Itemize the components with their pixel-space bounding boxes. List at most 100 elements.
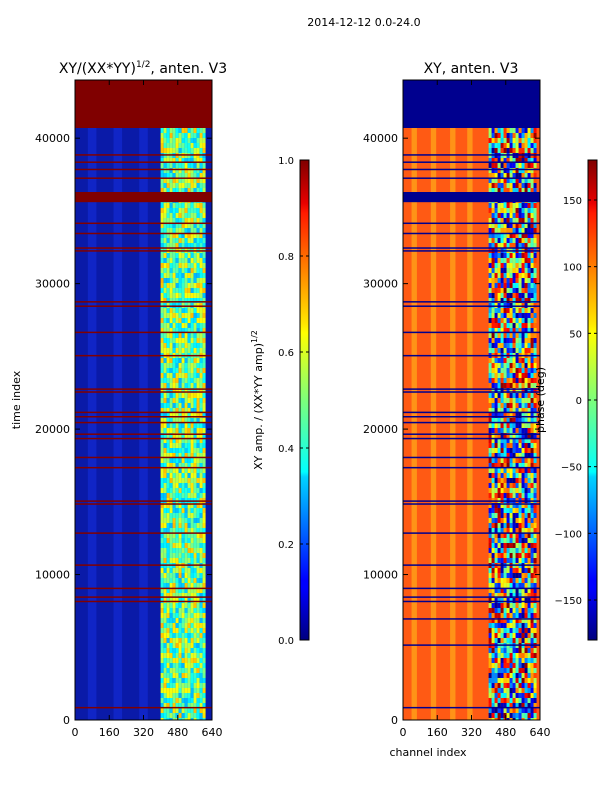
heatmap-cell: [199, 173, 203, 178]
heatmap-cell: [163, 263, 167, 268]
heatmap-cell: [199, 443, 203, 448]
heatmap-cell: [202, 308, 206, 313]
heatmap-cell: [166, 678, 170, 683]
heatmap-cell: [187, 613, 191, 618]
heatmap-cell: [509, 413, 513, 418]
heatmap-cell: [512, 678, 516, 683]
heatmap-cell: [199, 403, 203, 408]
heatmap-cell: [172, 578, 176, 583]
heatmap-cell: [506, 138, 510, 143]
heatmap-cell: [521, 238, 525, 243]
heatmap-cell: [181, 553, 185, 558]
heatmap-cell: [494, 618, 498, 623]
heatmap-cell: [527, 288, 531, 293]
heatmap-cell: [503, 293, 507, 298]
heatmap-cell: [202, 253, 206, 258]
heatmap-cell: [181, 268, 185, 273]
heatmap-cell: [530, 223, 534, 228]
heatmap-cell: [199, 468, 203, 473]
heatmap-cell: [494, 453, 498, 458]
heatmap-cell: [488, 638, 492, 643]
heatmap-cell: [187, 243, 191, 248]
heatmap-cell: [163, 603, 167, 608]
heatmap-cell: [184, 513, 188, 518]
heatmap-cell: [518, 718, 522, 720]
heatmap-cell: [181, 223, 185, 228]
heatmap-cell: [160, 323, 164, 328]
heatmap-cell: [199, 163, 203, 168]
heatmap-cell: [190, 573, 194, 578]
heatmap-cell: [527, 458, 531, 463]
heatmap-cell: [494, 463, 498, 468]
heatmap-cell: [181, 673, 185, 678]
heatmap-cell: [530, 163, 534, 168]
heatmap-cell: [506, 418, 510, 423]
heatmap-cell: [175, 483, 179, 488]
heatmap-cell: [533, 203, 537, 208]
heatmap-cell: [166, 538, 170, 543]
flagged-time-line: [75, 437, 212, 440]
heatmap-cell: [533, 708, 537, 713]
heatmap-cell: [524, 628, 528, 633]
heatmap-cell: [181, 128, 185, 133]
amplitude-colorbar: 0.00.20.40.60.81.0 XY amp. / (XX*YY amp)…: [250, 156, 310, 647]
heatmap-cell: [169, 578, 173, 583]
heatmap-cell: [178, 448, 182, 453]
heatmap-cell: [178, 638, 182, 643]
heatmap-cell: [491, 718, 495, 720]
heatmap-cell: [166, 453, 170, 458]
heatmap-cell: [193, 693, 197, 698]
heatmap-cell: [497, 473, 501, 478]
heatmap-cell: [521, 438, 525, 443]
heatmap-cell: [506, 663, 510, 668]
heatmap-cell: [512, 488, 516, 493]
heatmap-cell: [527, 438, 531, 443]
heatmap-cell: [199, 288, 203, 293]
heatmap-cell: [202, 593, 206, 598]
heatmap-cell: [184, 413, 188, 418]
heatmap-cell: [178, 703, 182, 708]
heatmap-cell: [166, 613, 170, 618]
heatmap-cell: [163, 618, 167, 623]
heatmap-cell: [199, 718, 203, 720]
heatmap-cell: [169, 138, 173, 143]
heatmap-cell: [488, 708, 492, 713]
heatmap-cell: [166, 393, 170, 398]
heatmap-cell: [506, 428, 510, 433]
heatmap-cell: [497, 708, 501, 713]
heatmap-cell: [169, 633, 173, 638]
heatmap-cell: [524, 398, 528, 403]
heatmap-cell: [521, 703, 525, 708]
heatmap-cell: [515, 423, 519, 428]
heatmap-cell: [488, 518, 492, 523]
heatmap-cell: [524, 558, 528, 563]
heatmap-cell: [196, 598, 200, 603]
heatmap-cell: [178, 178, 182, 183]
heatmap-cell: [163, 288, 167, 293]
heatmap-cell: [533, 668, 537, 673]
heatmap-cell: [184, 653, 188, 658]
heatmap-cell: [503, 473, 507, 478]
heatmap-cell: [506, 408, 510, 413]
heatmap-cell: [488, 493, 492, 498]
heatmap-cell: [175, 658, 179, 663]
heatmap-cell: [172, 568, 176, 573]
heatmap-cell: [187, 493, 191, 498]
heatmap-cell: [509, 348, 513, 353]
heatmap-cell: [497, 273, 501, 278]
heatmap-cell: [494, 578, 498, 583]
heatmap-cell: [500, 278, 504, 283]
heatmap-cell: [506, 348, 510, 353]
heatmap-cell: [202, 478, 206, 483]
heatmap-cell: [175, 368, 179, 373]
heatmap-cell: [494, 533, 498, 538]
heatmap-cell: [518, 383, 522, 388]
heatmap-cell: [524, 513, 528, 518]
heatmap-cell: [500, 553, 504, 558]
heatmap-cell: [199, 373, 203, 378]
heatmap-cell: [506, 423, 510, 428]
heatmap-cell: [181, 253, 185, 258]
heatmap-cell: [509, 678, 513, 683]
heatmap-cell: [530, 178, 534, 183]
heatmap-cell: [190, 238, 194, 243]
